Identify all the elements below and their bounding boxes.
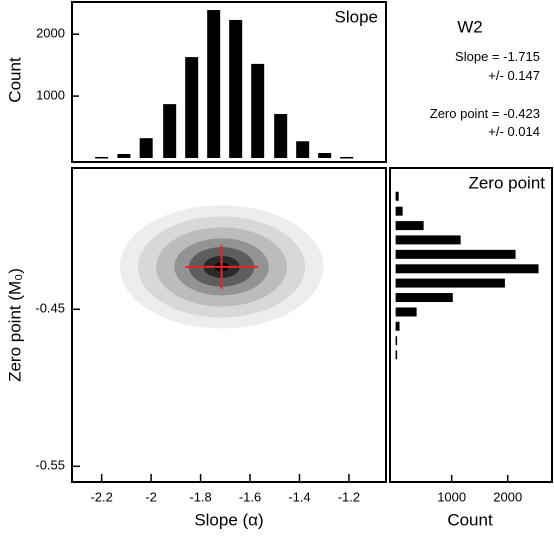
slope-error-value: 0.147 (507, 68, 540, 83)
top-title: Slope (335, 7, 378, 26)
bar (395, 206, 403, 216)
bar (229, 19, 243, 158)
x-tick-label: -2.2 (90, 489, 112, 504)
slope-stat: Slope = -1.715 (455, 49, 540, 64)
estimate-title: W2 (457, 17, 483, 36)
bar (395, 235, 461, 245)
bar (207, 10, 221, 158)
x-tick-label: -1.2 (338, 489, 360, 504)
top-panel (71, 1, 387, 163)
bar (395, 249, 516, 259)
slope-value: -1.715 (503, 49, 540, 64)
x-tick-label: -1.4 (288, 489, 310, 504)
right-xlabel: Count (447, 510, 493, 529)
top-ylabel: Count (5, 57, 24, 103)
bar (95, 156, 109, 159)
zp-error-label: +/- (488, 124, 504, 139)
slope-error-label: +/- (488, 68, 504, 83)
bar (395, 221, 424, 231)
y-tick-label: -0.45 (35, 301, 65, 316)
y-tick-label: 2000 (36, 26, 65, 41)
bar (395, 278, 505, 288)
bar (163, 104, 177, 158)
x-tick-label: 1000 (437, 489, 466, 504)
bar (340, 156, 354, 159)
bar (395, 321, 400, 331)
main-xlabel: Slope (α) (194, 510, 263, 529)
zp-label: Zero point = (430, 106, 500, 121)
bar (395, 191, 399, 201)
bar (395, 350, 398, 360)
bar (117, 153, 131, 158)
bar (296, 141, 310, 158)
bar (251, 63, 265, 158)
bar (274, 114, 288, 158)
bar (395, 293, 453, 303)
bar (395, 307, 417, 317)
bar (318, 153, 332, 158)
right-title: Zero point (468, 173, 545, 192)
slope-error: +/- 0.147 (488, 68, 540, 83)
y-tick-label: 1000 (36, 88, 65, 103)
zp-value: -0.423 (503, 106, 540, 121)
bar (139, 138, 153, 158)
bar (395, 336, 398, 346)
main-ylabel: Zero point (M₀) (5, 268, 24, 382)
main-panel (71, 167, 387, 483)
x-tick-label: 2000 (493, 489, 522, 504)
zp-error: +/- 0.014 (488, 124, 540, 139)
bar (185, 57, 199, 158)
bar (395, 264, 539, 274)
x-tick-label: -2 (145, 489, 157, 504)
slope-label: Slope = (455, 49, 499, 64)
x-tick-label: -1.8 (189, 489, 211, 504)
x-tick-label: -1.6 (239, 489, 261, 504)
zp-stat: Zero point = -0.423 (430, 106, 540, 121)
y-tick-label: -0.55 (35, 458, 65, 473)
right-panel (389, 167, 553, 483)
zp-error-value: 0.014 (507, 124, 540, 139)
